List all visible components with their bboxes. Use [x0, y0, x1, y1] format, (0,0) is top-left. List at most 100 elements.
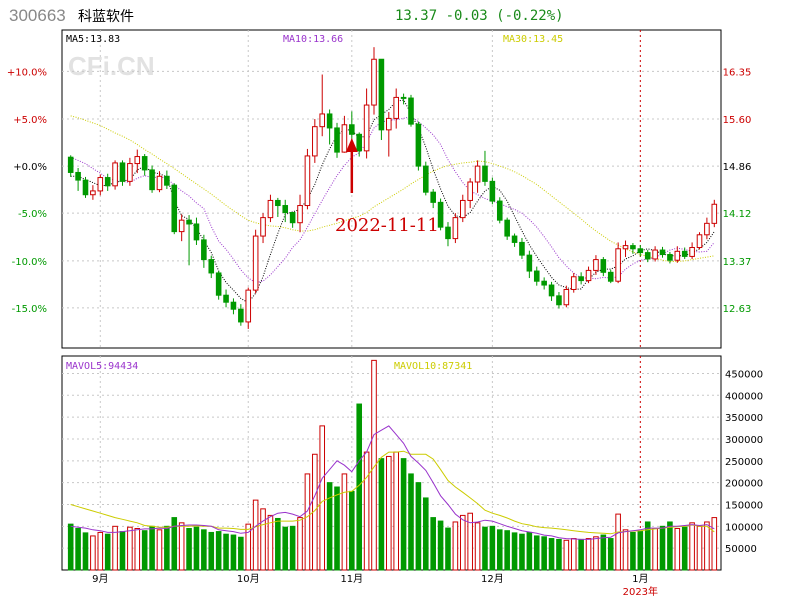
candle-body [393, 96, 399, 119]
candle [289, 211, 296, 228]
candle [104, 173, 111, 191]
candle-body [570, 276, 577, 290]
candle [578, 272, 584, 285]
candle-body [90, 190, 96, 196]
candle-body [445, 226, 451, 240]
stock-name: 科蓝软件 [78, 9, 134, 25]
volume-bar [252, 499, 259, 571]
volume-bar [489, 525, 496, 571]
volume-bar [378, 458, 385, 571]
candle [600, 257, 607, 277]
candle [393, 88, 399, 129]
candle-body [334, 127, 340, 153]
candle-body [260, 217, 266, 237]
volume-average-lines [70, 425, 715, 540]
candle [474, 160, 481, 193]
volume-bar [482, 526, 488, 571]
candle-body [704, 222, 710, 236]
volume-bar [393, 451, 399, 571]
candle [326, 109, 333, 145]
candle-body [622, 245, 629, 250]
price-panel-frame [61, 29, 722, 349]
volume-bar [319, 425, 326, 571]
volume-bar [533, 535, 540, 571]
candle-body [496, 200, 503, 221]
candle [386, 112, 392, 157]
volume-tick-label: 400000 [725, 391, 763, 402]
candle [496, 197, 503, 224]
candle-body [578, 276, 584, 282]
candle [548, 281, 555, 301]
candle-body [652, 249, 658, 260]
candle-body [585, 269, 592, 282]
candle [208, 255, 215, 279]
candle [644, 250, 651, 263]
volume-bar [112, 525, 118, 571]
candle [607, 269, 614, 284]
candle [445, 222, 451, 247]
volume-bar [496, 529, 503, 571]
candle-body [430, 191, 436, 203]
volume-bar [267, 514, 274, 571]
volume-tick-label: 200000 [725, 479, 763, 490]
candle [275, 197, 281, 217]
percent-tick-label: +5.0% [13, 115, 47, 126]
candle [334, 122, 340, 158]
candle-body [319, 113, 326, 128]
percent-tick-label: +0.0% [13, 162, 47, 173]
candle [82, 176, 89, 198]
candle-body [67, 156, 74, 173]
volume-bar [459, 514, 466, 571]
candle [585, 266, 592, 284]
candle [378, 58, 385, 141]
volume-bar [600, 534, 607, 571]
candle-body [215, 272, 222, 296]
candle [452, 213, 459, 244]
candle-body [127, 163, 133, 182]
volume-bar [541, 536, 547, 571]
candle-body [312, 126, 318, 157]
candle-body [178, 219, 185, 233]
candle [282, 199, 289, 223]
month-tick-label: 9月 [92, 573, 108, 585]
candle-body [563, 288, 570, 306]
volume-axis: 450000 400000 350000 300000 250000 200000 1500… [725, 369, 763, 555]
candle [312, 119, 318, 163]
candle-body [400, 96, 407, 99]
candle [127, 157, 133, 186]
candle [319, 74, 326, 137]
ma5-line [70, 99, 715, 304]
candle-body [363, 104, 370, 152]
mavol-legend-item: MAVOL10:87341 [394, 361, 472, 372]
candle-body [667, 254, 673, 261]
candle [119, 160, 126, 186]
candle-body [349, 124, 355, 135]
volume-bar [386, 455, 392, 571]
volume-bar [445, 527, 451, 571]
candle-body [593, 259, 599, 271]
volume-bar [371, 359, 377, 571]
month-tick-label: 12月 [481, 573, 504, 585]
volume-bar [282, 526, 289, 571]
volume-bar [637, 531, 644, 571]
mavol5-line [70, 425, 715, 540]
volume-bar [674, 528, 681, 571]
percent-tick-label: -10.0% [12, 257, 47, 268]
candle-body [164, 175, 170, 186]
candle-body [556, 295, 562, 306]
candle [186, 215, 192, 266]
volume-bar [652, 528, 658, 571]
candle-body [615, 248, 621, 282]
volume-bar [422, 497, 429, 571]
candle [563, 285, 570, 308]
candle-body [659, 249, 666, 256]
volume-bar [548, 538, 555, 571]
candle [75, 168, 81, 191]
candle-body [526, 254, 533, 272]
candle-body [230, 301, 237, 310]
candle [304, 148, 311, 210]
candle [67, 155, 74, 177]
candle-body [533, 270, 540, 282]
candle [408, 94, 414, 127]
